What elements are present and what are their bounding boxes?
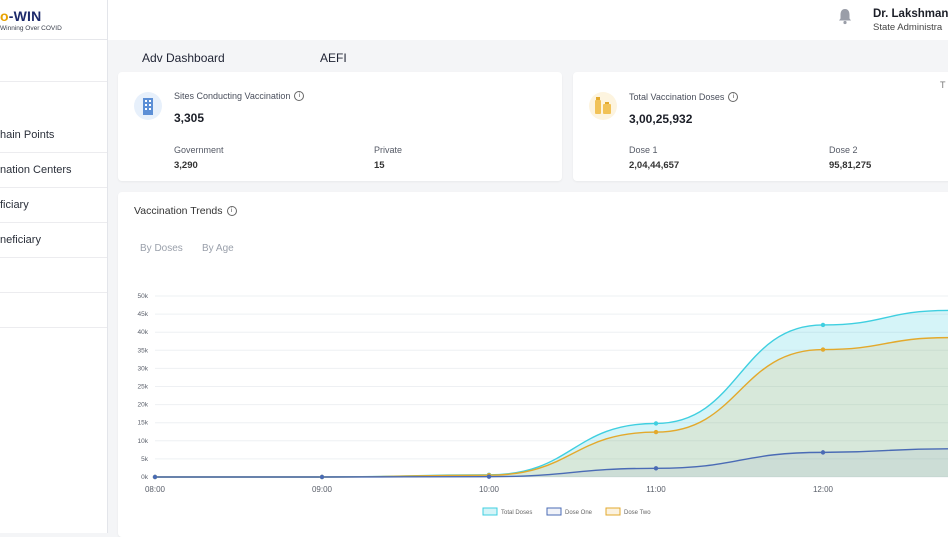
- chart-points: [152, 322, 826, 480]
- y-axis: 0k 5k 10k 15k 20k 25k 30k 35k 40k 45k 50k: [138, 293, 149, 481]
- government-label: Government: [174, 145, 224, 155]
- series-area-2: [155, 337, 948, 477]
- legend-label: Total Doses: [501, 510, 532, 516]
- doses-card-title: Total Vaccination Doses i: [629, 92, 739, 102]
- private-label: Private: [374, 145, 403, 155]
- logo-prefix: o: [0, 8, 9, 24]
- sidebar-item-beneficiary-2[interactable]: neficiary: [0, 222, 107, 258]
- sidebar-item-label: neficiary: [0, 233, 41, 246]
- data-point: [820, 322, 826, 328]
- y-tick-label: 25k: [138, 384, 149, 391]
- y-tick-label: 45k: [138, 311, 149, 318]
- data-point: [820, 347, 826, 352]
- cowin-logo[interactable]: o-WIN Winning Over COVID: [0, 8, 62, 32]
- y-tick-label: 10k: [138, 438, 149, 445]
- tab-by-age[interactable]: By Age: [202, 243, 234, 254]
- vaccine-vial-icon: [589, 92, 617, 120]
- data-point: [820, 450, 826, 455]
- y-tick-label: 15k: [138, 420, 149, 427]
- private-value: 15: [374, 160, 385, 171]
- legend-label: Dose One: [565, 510, 593, 516]
- dose1-value: 2,04,44,657: [629, 160, 680, 171]
- series-area-0: [155, 310, 948, 477]
- y-tick-label: 20k: [138, 402, 149, 409]
- doses-card-title-text: Total Vaccination Doses: [629, 92, 725, 102]
- data-point: [486, 474, 492, 479]
- sidebar-item-vaccination-centers[interactable]: nation Centers: [0, 152, 107, 188]
- sidebar-item-label: nation Centers: [0, 163, 72, 176]
- sidebar-item-7[interactable]: [0, 292, 107, 328]
- trends-title-text: Vaccination Trends: [134, 205, 223, 217]
- data-point: [653, 466, 659, 471]
- sidebar-item-label: ficiary: [0, 198, 29, 211]
- legend-label: Dose Two: [624, 510, 651, 516]
- sites-card-value: 3,305: [174, 111, 205, 125]
- data-point: [319, 474, 325, 480]
- logo-suffix: -WIN: [8, 8, 42, 24]
- user-role: State Administra: [873, 22, 943, 33]
- sidebar-item-6[interactable]: [0, 257, 107, 293]
- tab-aefi[interactable]: AEFI: [320, 51, 347, 65]
- logo-tagline: Winning Over COVID: [0, 25, 62, 32]
- series-line-1: [155, 448, 948, 478]
- x-tick-label: 08:00: [145, 485, 166, 494]
- info-icon[interactable]: i: [226, 206, 237, 216]
- sidebar-item-cold-chain-points[interactable]: hain Points: [0, 117, 107, 153]
- x-axis: 08:00 09:00 10:00 11:00 12:00: [145, 485, 834, 494]
- trends-card: [118, 192, 948, 537]
- trends-title: Vaccination Trends i: [134, 205, 237, 217]
- top-header: [108, 0, 948, 40]
- dose2-value: 95,81,275: [829, 160, 872, 171]
- x-tick-label: 11:00: [646, 485, 666, 494]
- sidebar-divider: [0, 39, 107, 40]
- legend-swatch: [605, 507, 621, 516]
- y-tick-label: 5k: [141, 456, 149, 463]
- data-point: [653, 421, 659, 426]
- series-area-1: [155, 448, 948, 477]
- sites-card-title-text: Sites Conducting Vaccination: [174, 91, 291, 101]
- tab-adv-dashboard[interactable]: Adv Dashboard: [142, 51, 225, 65]
- legend-swatch: [482, 507, 498, 516]
- y-tick-label: 35k: [138, 347, 149, 354]
- card-corner-mark: T: [940, 80, 946, 90]
- tab-by-doses[interactable]: By Doses: [140, 243, 183, 254]
- y-tick-label: 40k: [138, 329, 149, 336]
- sites-card-title: Sites Conducting Vaccination i: [174, 91, 305, 101]
- doses-card-value: 3,00,25,932: [629, 112, 693, 126]
- sidebar: o-WIN Winning Over COVID hain Points nat…: [0, 0, 108, 533]
- dose1-label: Dose 1: [629, 145, 658, 155]
- info-icon[interactable]: i: [294, 91, 305, 101]
- sidebar-item-beneficiary[interactable]: ficiary: [0, 187, 107, 223]
- chart-areas: [155, 310, 948, 477]
- y-tick-label: 0k: [141, 474, 149, 481]
- building-icon: [134, 92, 162, 120]
- sites-card: [118, 72, 562, 181]
- government-value: 3,290: [174, 160, 198, 171]
- y-tick-label: 30k: [138, 365, 149, 372]
- doses-card: [573, 72, 948, 181]
- x-tick-label: 10:00: [479, 485, 500, 494]
- sidebar-item-1[interactable]: [0, 46, 107, 82]
- chart-legend: Total Doses Dose One Dose Two: [482, 507, 651, 516]
- bell-icon[interactable]: [837, 7, 853, 30]
- dose2-label: Dose 2: [829, 145, 858, 155]
- user-name[interactable]: Dr. Lakshmana: [873, 8, 948, 20]
- legend-swatch: [546, 507, 562, 516]
- x-tick-label: 12:00: [813, 485, 834, 494]
- data-point: [152, 474, 158, 480]
- x-tick-label: 09:00: [312, 485, 333, 494]
- sidebar-item-label: hain Points: [0, 128, 55, 141]
- info-icon[interactable]: i: [728, 92, 739, 102]
- y-tick-label: 50k: [138, 293, 149, 300]
- data-point: [653, 429, 659, 435]
